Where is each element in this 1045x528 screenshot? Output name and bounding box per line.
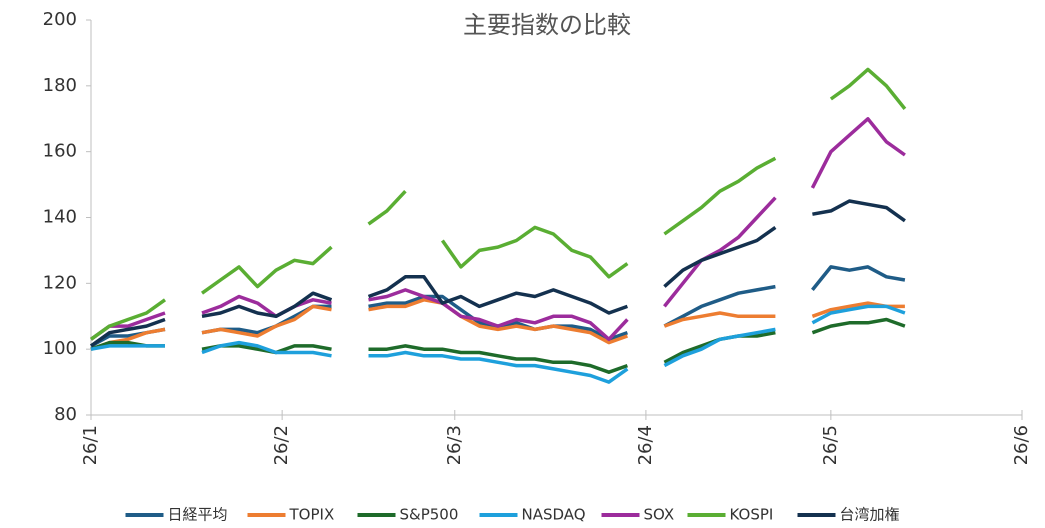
legend-label: NASDAQ (522, 506, 586, 524)
series-line (90, 304, 906, 384)
legend-label: SOX (644, 506, 675, 524)
chart-title: 主要指数の比較 (463, 11, 631, 39)
y-tick-label: 80 (54, 404, 77, 425)
legend-label: 日経平均 (168, 506, 228, 524)
x-tick-label: 26/1 (80, 425, 101, 465)
series-line (89, 199, 906, 348)
series-line (89, 117, 906, 342)
x-tick-label: 26/5 (820, 425, 841, 465)
series-line (90, 298, 905, 351)
y-tick-label: 180 (43, 75, 77, 96)
y-tick-label: 100 (43, 338, 77, 359)
y-tick-label: 200 (43, 9, 77, 30)
x-tick-label: 26/6 (1011, 425, 1032, 465)
y-tick-label: 160 (43, 141, 77, 162)
series-line (89, 67, 907, 341)
legend-label: S&P500 (400, 506, 459, 524)
y-tick-label: 140 (43, 207, 77, 228)
x-tick-label: 26/3 (444, 425, 465, 465)
y-tick-label: 120 (43, 272, 77, 293)
legend-label: TOPIX (289, 506, 335, 524)
series-line (90, 265, 906, 348)
legend-label: KOSPI (730, 506, 774, 524)
legend-label: 台湾加権 (840, 506, 900, 524)
x-tick-label: 26/2 (271, 425, 292, 465)
x-tick-label: 26/4 (635, 425, 656, 465)
